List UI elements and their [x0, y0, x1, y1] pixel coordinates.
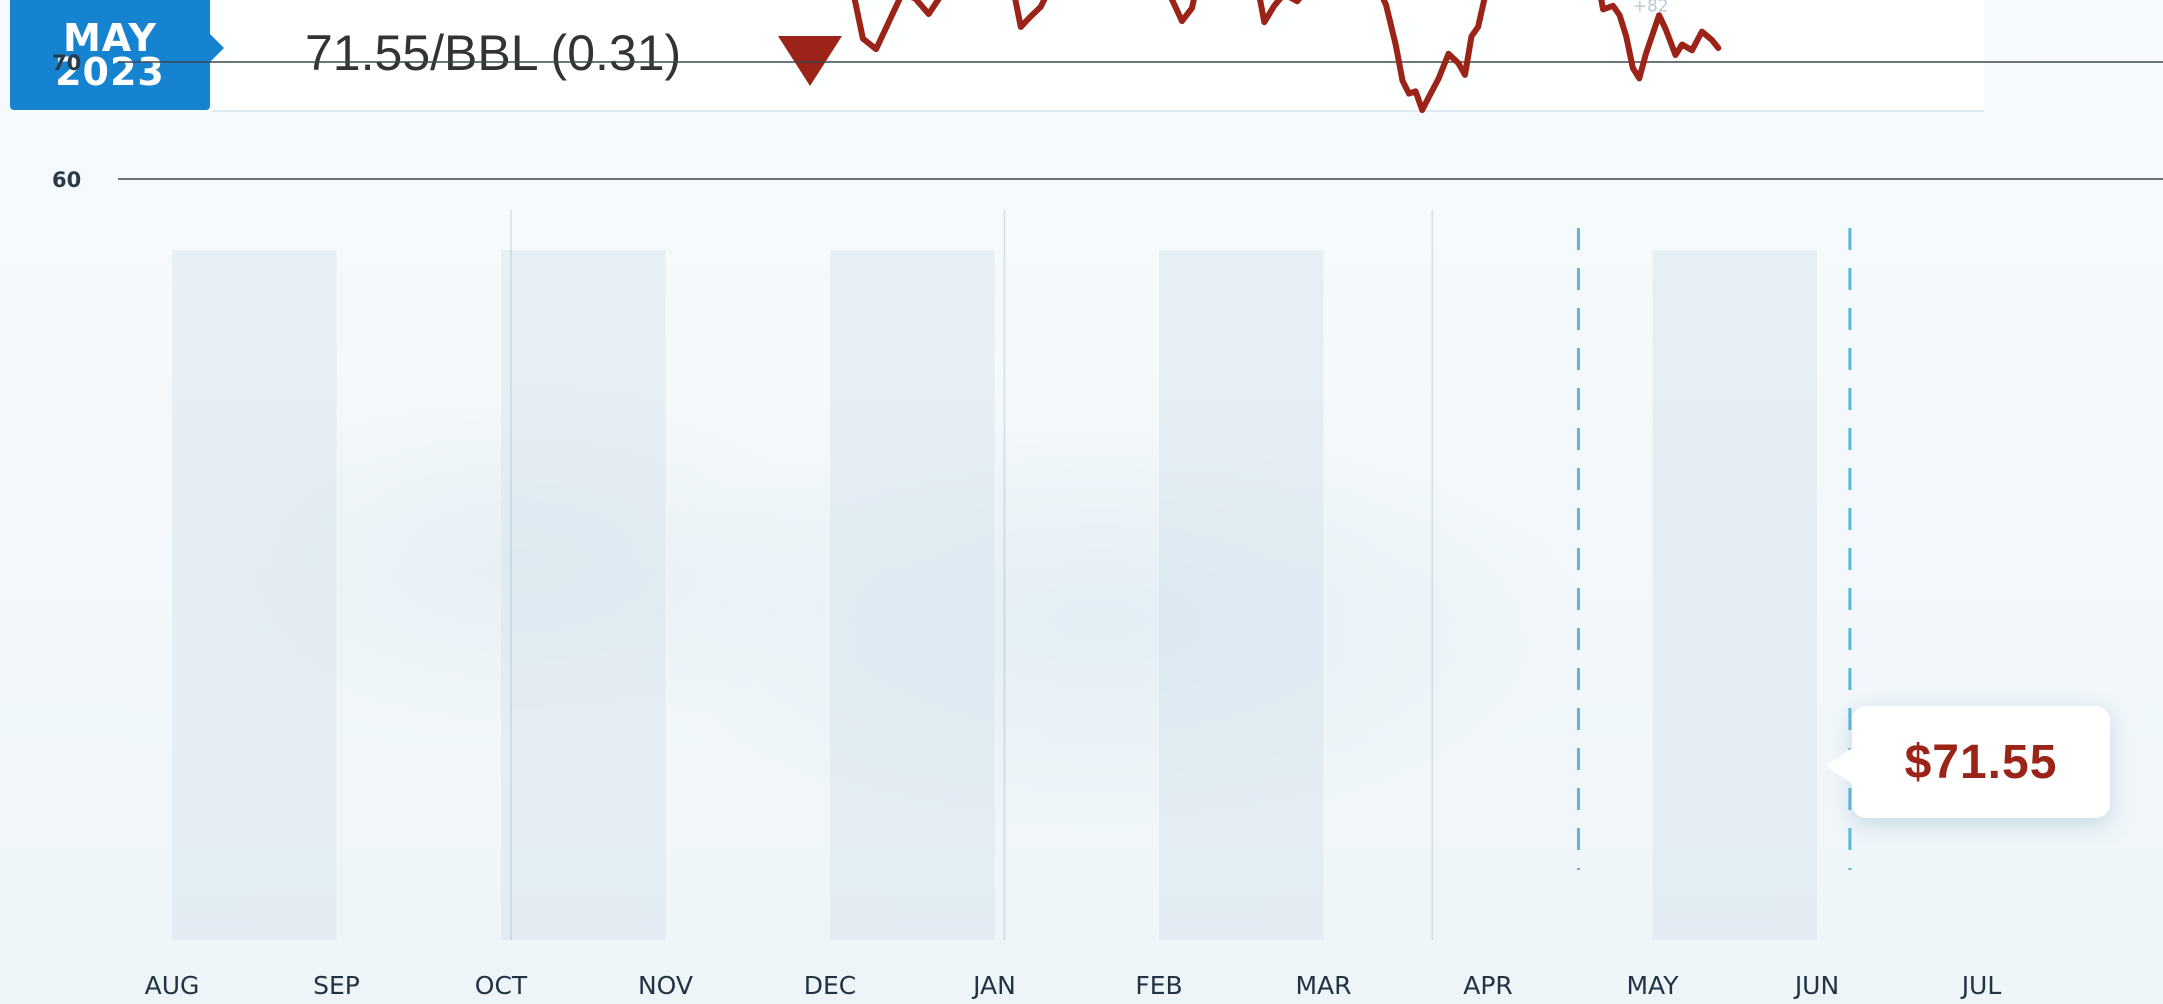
- x-tick-oct: OCT: [475, 971, 528, 1000]
- x-tick-jan: JAN: [971, 971, 1016, 1000]
- y-axis-ticks: 60708090100110120: [52, 51, 81, 192]
- x-tick-feb: FEB: [1135, 971, 1182, 1000]
- x-axis-ticks: AUG SEP OCT NOV DEC JAN FEB MAR APR MAY JUN JUL: [145, 971, 2002, 1000]
- x-tick-jul: JUL: [1960, 971, 2002, 1000]
- month-bands: [172, 250, 1817, 940]
- x-tick-may: MAY: [1626, 971, 1679, 1000]
- month-band-4: [1652, 250, 1817, 940]
- series-line-group: [851, 0, 1722, 113]
- current-price-callout: $71.55: [1826, 706, 2110, 818]
- annotation-labels: +1.0+39.2+82: [1633, 0, 1669, 17]
- x-tick-apr: APR: [1463, 971, 1513, 1000]
- x-tick-sep: SEP: [313, 971, 360, 1000]
- month-band-0: [172, 250, 337, 940]
- month-band-3: [1159, 250, 1324, 940]
- badge-month: MAY: [62, 16, 158, 60]
- month-dividers: [510, 210, 1433, 940]
- x-tick-dec: DEC: [804, 971, 857, 1000]
- month-band-1: [501, 250, 666, 940]
- price-summary: 71.55/BBL (0.31): [305, 25, 682, 81]
- x-tick-mar: MAR: [1295, 971, 1351, 1000]
- price-header-panel: [212, 0, 1984, 112]
- x-tick-aug: AUG: [145, 971, 200, 1000]
- x-tick-jun: JUN: [1793, 971, 1839, 1000]
- current-price-value: $71.55: [1904, 735, 2058, 789]
- y-tick-60: 60: [52, 168, 81, 192]
- y-tick-70: 70: [52, 51, 81, 75]
- date-badge: MAY 2023: [10, 0, 224, 110]
- badge-year: 2023: [55, 50, 165, 94]
- series-line-0: [851, 0, 1722, 113]
- month-band-2: [830, 250, 995, 940]
- gridlines: [118, 61, 2163, 180]
- annotation-2: +82: [1633, 0, 1669, 17]
- x-tick-nov: NOV: [638, 971, 693, 1000]
- down-triangle-icon: [778, 36, 842, 86]
